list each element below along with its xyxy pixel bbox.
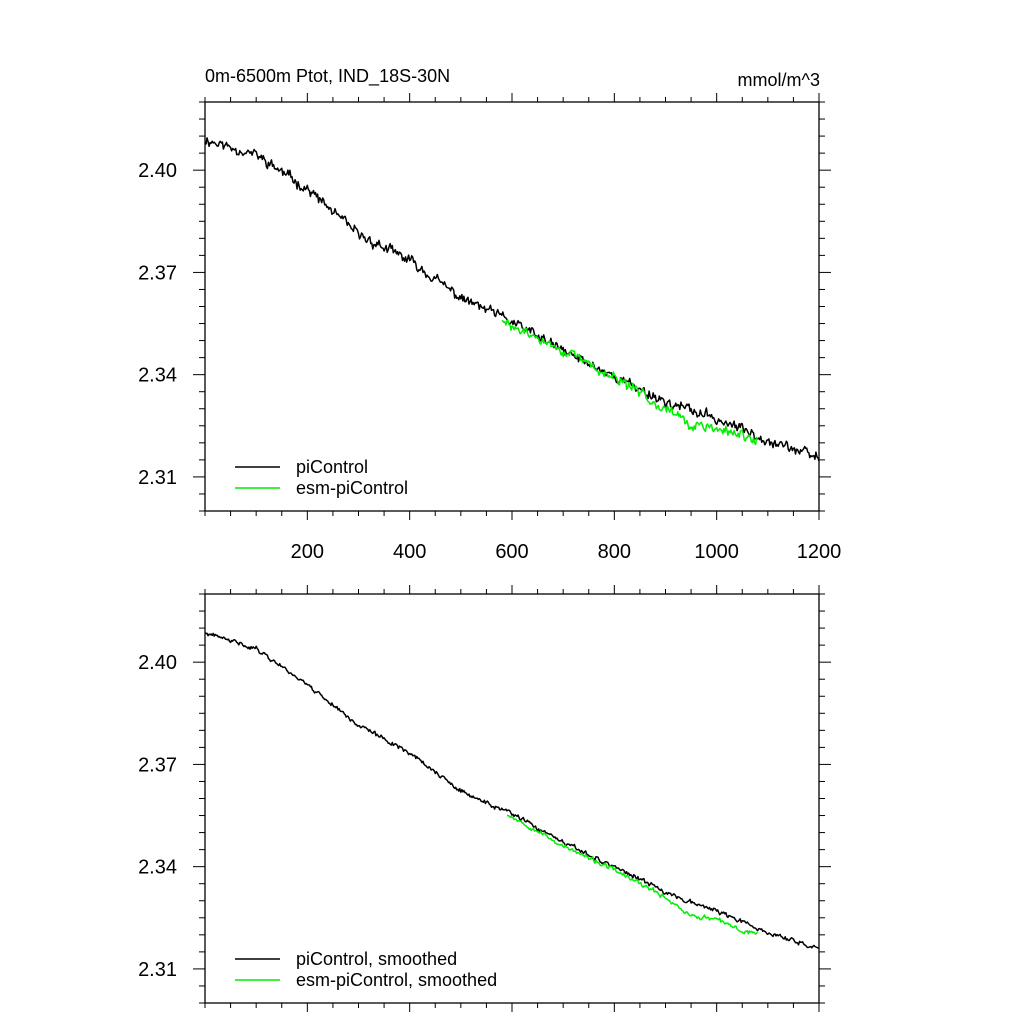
- x-tick-label: 400: [393, 541, 426, 563]
- x-tick-label: 1000: [694, 541, 739, 563]
- x-tick-label: 800: [598, 541, 631, 563]
- bottom-chart-tick-labels: 2.31 2.34 2.37 2.40: [138, 652, 177, 981]
- y-tick-label: 2.31: [138, 467, 177, 489]
- bottom-chart-series: [204, 632, 820, 949]
- top-chart-series: [204, 137, 820, 462]
- legend-label: piControl: [296, 457, 368, 477]
- top-chart-frame: [204, 101, 820, 512]
- legend-label: esm-piControl, smoothed: [296, 970, 497, 990]
- legend-label: esm-piControl: [296, 478, 408, 498]
- series-line-picontrol: [204, 137, 820, 462]
- series-line-esm-picontrol-smoothed: [506, 814, 759, 935]
- series-line-esm-picontrol: [501, 319, 759, 446]
- y-tick-label: 2.40: [138, 652, 177, 674]
- top-chart-tick-labels: 2.31 2.34 2.37 2.40 200 400 600 800 1000 1200: [138, 160, 841, 563]
- y-tick-label: 2.34: [138, 365, 177, 387]
- series-line-picontrol-smoothed: [204, 632, 820, 949]
- x-tick-label: 200: [291, 541, 324, 563]
- x-tick-label: 600: [495, 541, 528, 563]
- chart-title-left: 0m-6500m Ptot, IND_18S-30N: [205, 66, 450, 87]
- y-tick-label: 2.31: [138, 959, 177, 981]
- bottom-chart-ticks: [193, 585, 831, 1012]
- y-tick-label: 2.40: [138, 160, 177, 182]
- top-chart-ticks: [193, 93, 831, 520]
- top-chart-panel: 0m-6500m Ptot, IND_18S-30N mmol/m^3 2.31…: [138, 66, 841, 563]
- y-tick-label: 2.37: [138, 262, 177, 284]
- y-tick-label: 2.34: [138, 857, 177, 879]
- x-tick-label: 1200: [797, 541, 842, 563]
- bottom-chart-panel: 2.31 2.34 2.37 2.40 piControl, smoothedesm-…: [138, 585, 831, 1012]
- chart-title-units: mmol/m^3: [738, 70, 820, 90]
- legend-label: piControl, smoothed: [296, 949, 457, 969]
- bottom-chart-frame: [204, 593, 820, 1004]
- y-tick-label: 2.37: [138, 754, 177, 776]
